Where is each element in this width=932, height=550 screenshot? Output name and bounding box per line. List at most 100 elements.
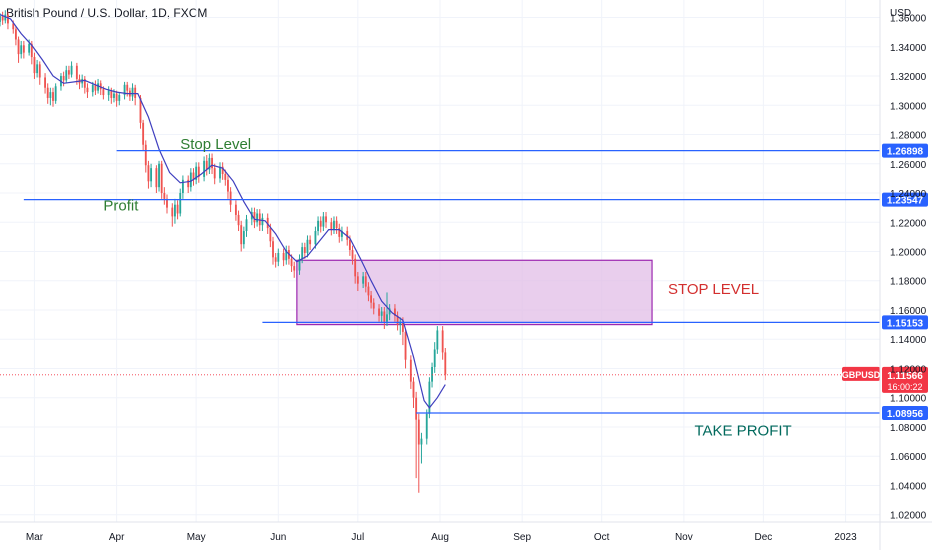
time-tick-label: 2023 <box>834 532 857 543</box>
candle-body <box>203 160 206 177</box>
time-tick-label: Sep <box>513 532 531 543</box>
candle-body <box>113 93 115 98</box>
candle-body <box>181 179 184 194</box>
ma-line <box>0 14 446 409</box>
candle-body <box>441 330 444 353</box>
price-tick-label: 1.14000 <box>890 335 927 346</box>
candle-body <box>234 204 237 215</box>
moving-average <box>0 14 446 409</box>
candle-body <box>179 193 182 214</box>
time-axis[interactable]: Mar Apr May Jun Jul Aug Sep Oct Nov Dec 2023 <box>0 521 932 543</box>
last-price-value: 1.11566 <box>887 371 923 382</box>
candle-body <box>420 438 423 445</box>
candle-body <box>309 239 312 245</box>
candle-body <box>325 216 327 223</box>
time-tick-label: Apr <box>109 532 125 543</box>
price-axis[interactable]: 1.26898 1.23547 1.15153 1.08956 1.1156616:00… <box>842 0 928 550</box>
candle-body <box>224 174 227 180</box>
candle-body <box>261 217 264 226</box>
level-price-label: 1.23547 <box>887 196 924 207</box>
level-price-tag <box>882 315 928 330</box>
candle-body <box>396 315 399 325</box>
candle-body <box>290 258 293 267</box>
candle-body <box>425 413 428 439</box>
candle-body <box>147 165 150 182</box>
price-tick-label: 1.08000 <box>890 423 927 434</box>
candle-body <box>386 314 388 322</box>
annotation-text: TAKE PROFIT <box>694 423 791 440</box>
candle-body <box>163 193 166 199</box>
candle-body <box>378 308 380 316</box>
candle-body <box>362 276 365 284</box>
candle-body <box>412 381 415 398</box>
symbol-label: GBPUSD <box>842 370 881 380</box>
candle-body <box>221 166 224 174</box>
price-tick-label: 1.18000 <box>890 277 927 288</box>
candle-body <box>364 276 367 287</box>
candle-body <box>253 212 256 223</box>
candle-body <box>444 352 447 375</box>
candle-body <box>277 252 280 262</box>
candle-body <box>46 87 49 98</box>
candle-body <box>298 258 301 271</box>
candle-body <box>52 92 54 101</box>
candle-body <box>319 220 322 227</box>
price-tick-label: 1.30000 <box>890 101 927 112</box>
price-tick-label: 1.22000 <box>890 218 927 229</box>
candle-body <box>404 331 407 360</box>
candle-body <box>227 179 229 192</box>
candle-body <box>38 64 41 78</box>
candle-body <box>142 122 145 145</box>
price-tick-label: 1.16000 <box>890 306 927 317</box>
candle-body <box>211 157 213 169</box>
level-price-label: 1.15153 <box>887 318 924 329</box>
candle-body <box>272 241 274 258</box>
price-tick-label: 1.04000 <box>890 481 927 492</box>
candle-body <box>370 295 373 303</box>
candle-body <box>428 381 431 414</box>
candle-body <box>338 228 341 237</box>
candle-body <box>14 29 17 40</box>
candle-body <box>44 77 46 88</box>
candle-body <box>219 166 221 179</box>
candle-body <box>126 84 129 91</box>
candle-body <box>70 65 73 75</box>
candle-body <box>258 213 261 226</box>
candle-body <box>150 168 153 182</box>
candle-body <box>417 419 420 445</box>
candle-body <box>62 76 65 81</box>
candle-body <box>155 168 158 188</box>
candle-body <box>415 397 418 420</box>
annotation-text: STOP LEVEL <box>668 281 759 298</box>
candle-body <box>195 166 198 180</box>
candle-body <box>242 231 245 245</box>
candle-body <box>208 157 211 170</box>
candle-body <box>269 228 272 242</box>
time-tick-label: Nov <box>675 532 693 543</box>
symbol-tag <box>842 366 880 381</box>
candle-body <box>394 308 396 316</box>
time-tick-label: Jul <box>351 532 364 543</box>
stop-level-zone <box>296 259 653 326</box>
time-tick-label: Jun <box>270 532 286 543</box>
time-tick-label: May <box>187 532 206 543</box>
candle-body <box>229 191 232 205</box>
candle-body <box>240 225 243 245</box>
price-tick-label: 1.26000 <box>890 160 927 171</box>
candle-body <box>107 90 110 96</box>
candle-body <box>314 231 317 245</box>
price-tick-label: 1.34000 <box>890 43 927 54</box>
candle-body <box>28 43 31 53</box>
candle-body <box>409 359 412 382</box>
candle-body <box>282 252 285 261</box>
candle-body <box>134 87 137 98</box>
candle-body <box>367 286 370 296</box>
candle-body <box>401 321 404 332</box>
annotations: Stop Level Profit STOP LEVEL TAKE PROFIT <box>103 136 791 440</box>
candle-body <box>36 64 39 74</box>
candle-body <box>102 89 105 96</box>
candle-body <box>431 367 433 382</box>
candle-body <box>54 86 57 101</box>
candle-body <box>322 216 325 227</box>
